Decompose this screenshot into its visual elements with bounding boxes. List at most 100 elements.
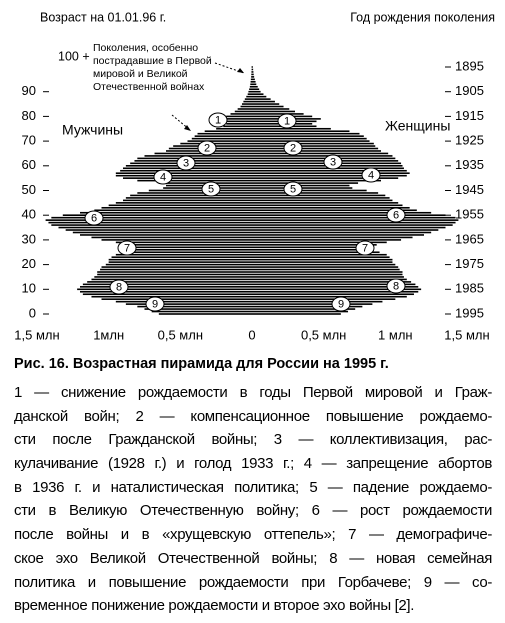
female-bar <box>252 140 370 142</box>
male-bar <box>251 73 252 76</box>
female-bar <box>252 221 456 224</box>
male-bar <box>137 179 252 182</box>
female-bar <box>252 236 413 239</box>
male-bar <box>247 93 252 95</box>
caption-line: временное понижение рождаемости и второе… <box>14 597 415 615</box>
male-bar <box>100 268 252 271</box>
female-bar <box>252 177 399 179</box>
female-bar <box>252 229 439 231</box>
female-bar <box>252 137 367 140</box>
chart: Возраст на 01.01.96 г. Год рождения поко… <box>14 10 495 342</box>
y2-tick-label: 1915 <box>455 108 484 123</box>
y-tick-label: 80 <box>22 108 36 123</box>
marker-circle <box>145 296 165 312</box>
female-bar <box>252 258 393 261</box>
annotation-arrowhead <box>237 68 244 73</box>
female-bar <box>252 68 254 71</box>
female-bar <box>252 142 374 145</box>
female-bar <box>252 310 349 313</box>
female-bar <box>252 172 410 175</box>
y2-tick-label: 1905 <box>455 83 484 98</box>
female-bar <box>252 251 380 254</box>
female-bar <box>252 263 396 266</box>
female-bar <box>252 76 255 78</box>
female-bar <box>252 224 453 226</box>
male-bar <box>62 214 252 216</box>
male-bar <box>123 199 252 202</box>
marker-label: 8 <box>393 280 399 292</box>
female-bar <box>252 85 258 88</box>
male-bar <box>115 253 252 256</box>
caption-line: сти в Великую Отечественную войну; 6 — р… <box>14 502 492 520</box>
caption-line: данской войн; 2 — компенсационное повыше… <box>14 407 492 425</box>
female-bar <box>252 276 404 278</box>
female-bar <box>252 83 257 86</box>
y2-tick-label: 1995 <box>455 305 484 320</box>
male-bar <box>65 229 253 231</box>
marker-label: 4 <box>160 171 166 183</box>
female-bar <box>252 81 256 83</box>
male-bar <box>108 258 253 261</box>
male-bar <box>120 169 252 172</box>
male-bar <box>249 88 252 91</box>
marker-circle <box>283 181 303 197</box>
female-bar <box>252 256 390 258</box>
male-bar <box>105 263 252 266</box>
marker-circle <box>283 140 303 156</box>
male-bar <box>144 308 252 310</box>
male-bar <box>91 295 252 298</box>
female-bar <box>252 295 407 298</box>
male-bar <box>115 241 252 244</box>
female-bar <box>252 286 419 288</box>
female-bar <box>252 71 254 73</box>
female-bar <box>252 66 253 68</box>
y2-tick-label: 1975 <box>455 256 484 271</box>
female-bar <box>252 145 376 147</box>
marker-label: 2 <box>204 142 210 154</box>
annotation-line: пострадавшие в Первой <box>93 55 212 67</box>
marker-circle <box>197 140 217 156</box>
caption-title: Рис. 16. Возрастная пирамида для России … <box>14 356 389 372</box>
y2-tick-label: 1935 <box>455 157 484 172</box>
male-bar <box>148 189 252 192</box>
male-bar <box>243 100 252 103</box>
male-bar <box>241 103 252 105</box>
marker-label: 1 <box>215 114 221 126</box>
female-bar <box>252 95 267 98</box>
female-bar <box>252 313 341 315</box>
male-bar <box>101 266 252 268</box>
y-tick-label: 70 <box>22 133 36 148</box>
female-bar <box>252 194 386 197</box>
male-bar <box>230 113 252 115</box>
male-bar <box>87 281 253 283</box>
marker-circle <box>361 167 381 183</box>
male-bar <box>244 98 252 100</box>
marker-label: 5 <box>208 183 214 195</box>
y-tick-label: 10 <box>22 281 36 296</box>
female-bar <box>252 298 396 300</box>
female-bar <box>252 152 389 155</box>
female-bar <box>252 281 412 283</box>
male-bar <box>234 110 252 113</box>
x-tick-label: 0,5 млн <box>301 327 346 342</box>
marker-label: 9 <box>152 298 158 310</box>
y2-tick-label: 1895 <box>455 58 484 73</box>
male-bar <box>97 273 252 276</box>
marker-label: 6 <box>393 209 399 221</box>
top-age-label: 100 + <box>58 49 90 63</box>
female-bar <box>252 261 393 263</box>
male-bar <box>128 248 252 251</box>
female-bar <box>252 147 379 150</box>
x-tick-label: 1,5 млн <box>444 327 489 342</box>
female-bar <box>252 105 284 108</box>
y-tick-label: 0 <box>29 305 36 320</box>
caption-line: после войны и в «хрущевскую оттепель»; 7… <box>14 526 492 544</box>
male-bar <box>115 300 252 303</box>
female-bar <box>252 234 424 236</box>
marker-label: 9 <box>338 298 344 310</box>
marker-circle <box>109 279 129 295</box>
male-bar <box>220 118 252 120</box>
male-bar <box>58 226 252 229</box>
male-bar <box>45 219 252 221</box>
male-bar <box>223 125 252 128</box>
